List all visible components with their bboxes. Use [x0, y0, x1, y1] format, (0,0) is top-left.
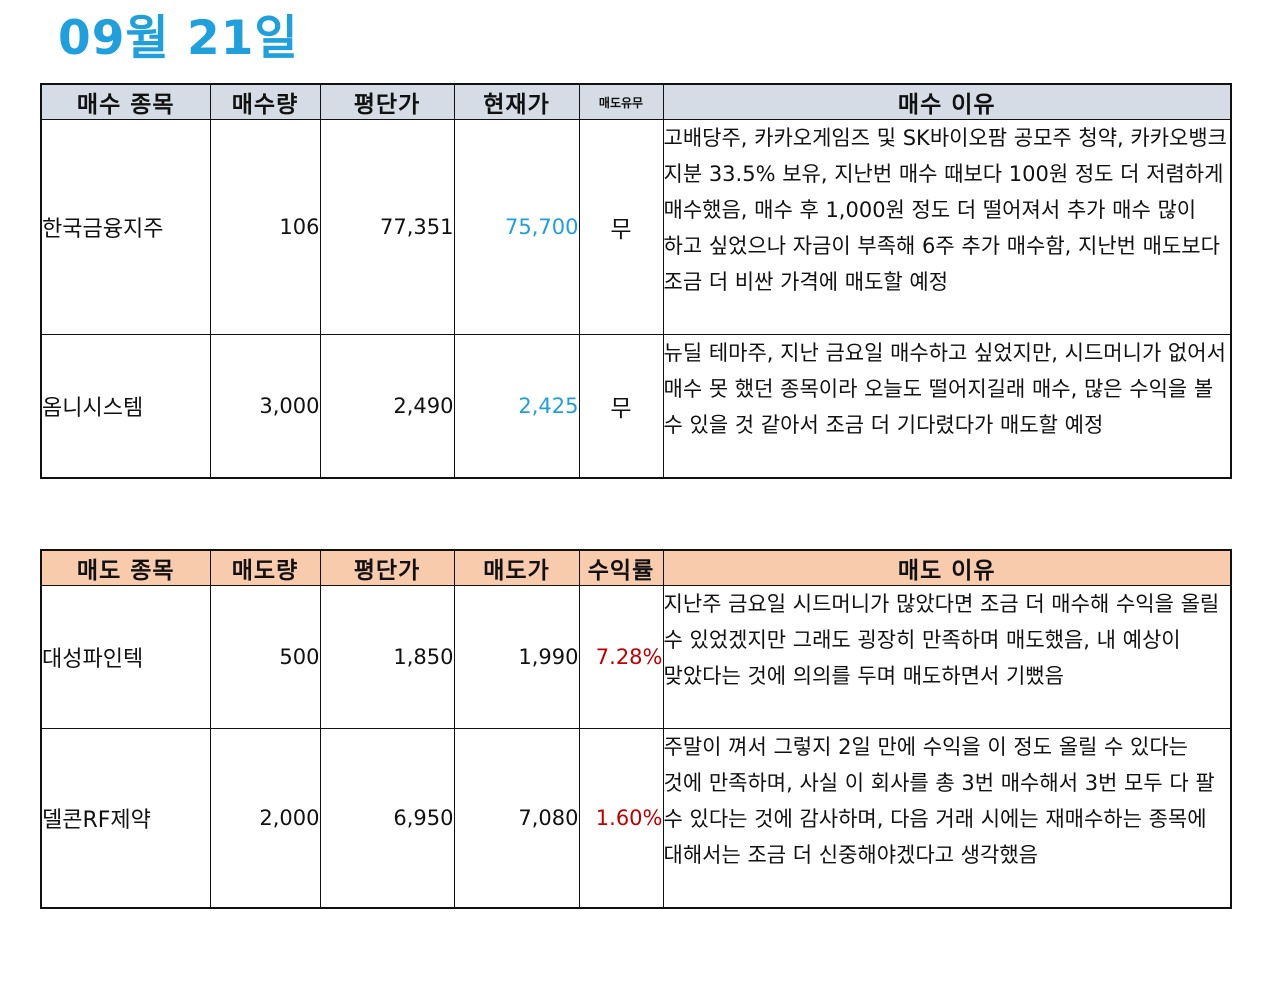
buy-header-reason: 매수 이유 — [662, 83, 1232, 120]
buy-header-quantity: 매수량 — [209, 83, 321, 120]
sold-flag: 무 — [578, 334, 664, 478]
buy-table: 매수 종목 매수량 평단가 현재가 매도유무 매수 이유 한국금융지주 106 … — [40, 83, 1232, 479]
stock-name: 한국금융지주 — [40, 119, 211, 335]
buy-reason: 고배당주, 카카오게임즈 및 SK바이오팜 공모주 청약, 카카오뱅크 지분 3… — [662, 119, 1232, 335]
buy-header-sold: 매도유무 — [578, 83, 664, 120]
sell-header-return-rate: 수익률 — [578, 549, 664, 586]
buy-reason: 뉴딜 테마주, 지난 금요일 매수하고 싶었지만, 시드머니가 없어서 매수 못… — [662, 334, 1232, 478]
buy-header-stock: 매수 종목 — [40, 83, 211, 120]
table-row: 델콘RF제약 2,000 6,950 7,080 1.60% 주말이 껴서 그렇… — [40, 728, 1232, 908]
stock-name: 옴니시스템 — [40, 334, 211, 478]
current-price: 75,700 — [453, 119, 580, 335]
quantity: 500 — [209, 585, 321, 729]
sell-price: 1,990 — [453, 585, 580, 729]
table-row: 대성파인텍 500 1,850 1,990 7.28% 지난주 금요일 시드머니… — [40, 585, 1232, 729]
sell-header-sell-price: 매도가 — [453, 549, 580, 586]
stock-name: 대성파인텍 — [40, 585, 211, 729]
avg-price: 2,490 — [319, 334, 455, 478]
sell-header-quantity: 매도량 — [209, 549, 321, 586]
buy-header-current-price: 현재가 — [453, 83, 580, 120]
table-row: 옴니시스템 3,000 2,490 2,425 무 뉴딜 테마주, 지난 금요일… — [40, 334, 1232, 478]
avg-price: 6,950 — [319, 728, 455, 908]
sell-header-stock: 매도 종목 — [40, 549, 211, 586]
buy-header-avg-price: 평단가 — [319, 83, 455, 120]
sell-reason: 지난주 금요일 시드머니가 많았다면 조금 더 매수해 수익을 올릴 수 있었겠… — [662, 585, 1232, 729]
current-price: 2,425 — [453, 334, 580, 478]
sell-header-reason: 매도 이유 — [662, 549, 1232, 586]
sell-table: 매도 종목 매도량 평단가 매도가 수익률 매도 이유 대성파인텍 500 1,… — [40, 549, 1232, 909]
sell-header-avg-price: 평단가 — [319, 549, 455, 586]
quantity: 3,000 — [209, 334, 321, 478]
return-rate: 7.28% — [578, 585, 664, 729]
quantity: 106 — [209, 119, 321, 335]
table-row: 한국금융지주 106 77,351 75,700 무 고배당주, 카카오게임즈 … — [40, 119, 1232, 335]
return-rate: 1.60% — [578, 728, 664, 908]
sell-price: 7,080 — [453, 728, 580, 908]
stock-name: 델콘RF제약 — [40, 728, 211, 908]
page-title: 09월 21일 — [58, 11, 299, 66]
quantity: 2,000 — [209, 728, 321, 908]
avg-price: 1,850 — [319, 585, 455, 729]
sold-flag: 무 — [578, 119, 664, 335]
sell-reason: 주말이 껴서 그렇지 2일 만에 수익을 이 정도 올릴 수 있다는 것에 만족… — [662, 728, 1232, 908]
sell-table-header-row: 매도 종목 매도량 평단가 매도가 수익률 매도 이유 — [40, 549, 1232, 586]
avg-price: 77,351 — [319, 119, 455, 335]
buy-table-header-row: 매수 종목 매수량 평단가 현재가 매도유무 매수 이유 — [40, 83, 1232, 120]
